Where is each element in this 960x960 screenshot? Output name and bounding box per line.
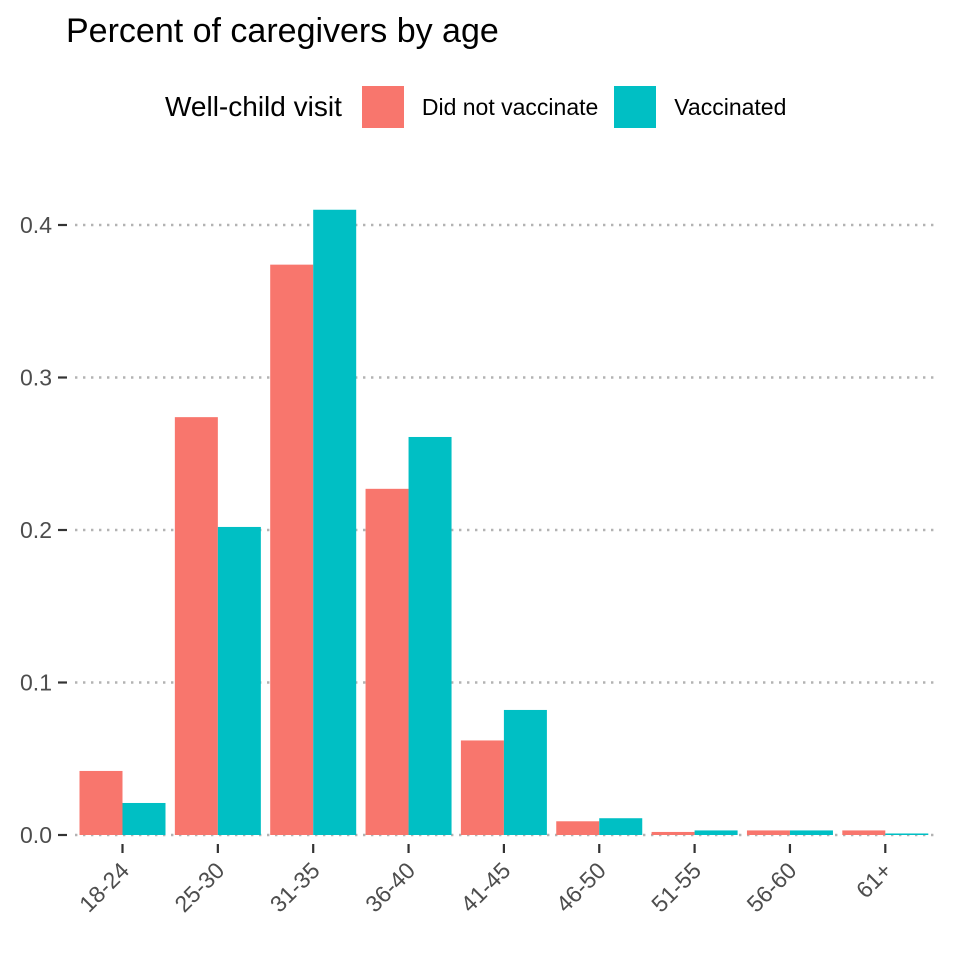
bar-vaccinated-56-60 <box>790 830 833 835</box>
bar-did-not-vaccinate-31-35 <box>270 265 313 835</box>
x-tick-label-36-40: 36-40 <box>360 857 420 917</box>
bar-vaccinated-31-35 <box>313 210 356 835</box>
bar-did-not-vaccinate-56-60 <box>747 830 790 835</box>
y-tick-label-0: 0.0 <box>20 822 52 848</box>
x-tick-label-61+: 61+ <box>851 857 897 903</box>
bar-did-not-vaccinate-41-45 <box>461 740 504 835</box>
y-tick-label-4: 0.4 <box>20 212 52 238</box>
bar-vaccinated-46-50 <box>599 818 642 835</box>
bar-did-not-vaccinate-25-30 <box>175 417 218 835</box>
bar-did-not-vaccinate-18-24 <box>80 771 123 835</box>
bar-vaccinated-51-55 <box>695 830 738 835</box>
x-tick-label-25-30: 25-30 <box>169 857 229 917</box>
x-tick-label-31-35: 31-35 <box>265 857 325 917</box>
y-tick-label-1: 0.1 <box>20 670 52 696</box>
bar-vaccinated-61+ <box>885 833 928 835</box>
x-tick-label-56-60: 56-60 <box>742 857 802 917</box>
x-tick-label-41-45: 41-45 <box>455 857 515 917</box>
y-tick-label-3: 0.3 <box>20 365 52 391</box>
bar-did-not-vaccinate-61+ <box>842 830 885 835</box>
bar-did-not-vaccinate-51-55 <box>652 832 695 835</box>
x-tick-label-51-55: 51-55 <box>646 857 706 917</box>
bar-did-not-vaccinate-46-50 <box>556 821 599 835</box>
bar-did-not-vaccinate-36-40 <box>366 489 409 835</box>
y-tick-label-2: 0.2 <box>20 517 52 543</box>
bar-vaccinated-36-40 <box>409 437 452 835</box>
x-tick-label-18-24: 18-24 <box>74 857 134 917</box>
bar-vaccinated-25-30 <box>218 527 261 835</box>
x-tick-label-46-50: 46-50 <box>551 857 611 917</box>
bar-vaccinated-18-24 <box>123 803 166 835</box>
bar-vaccinated-41-45 <box>504 710 547 835</box>
